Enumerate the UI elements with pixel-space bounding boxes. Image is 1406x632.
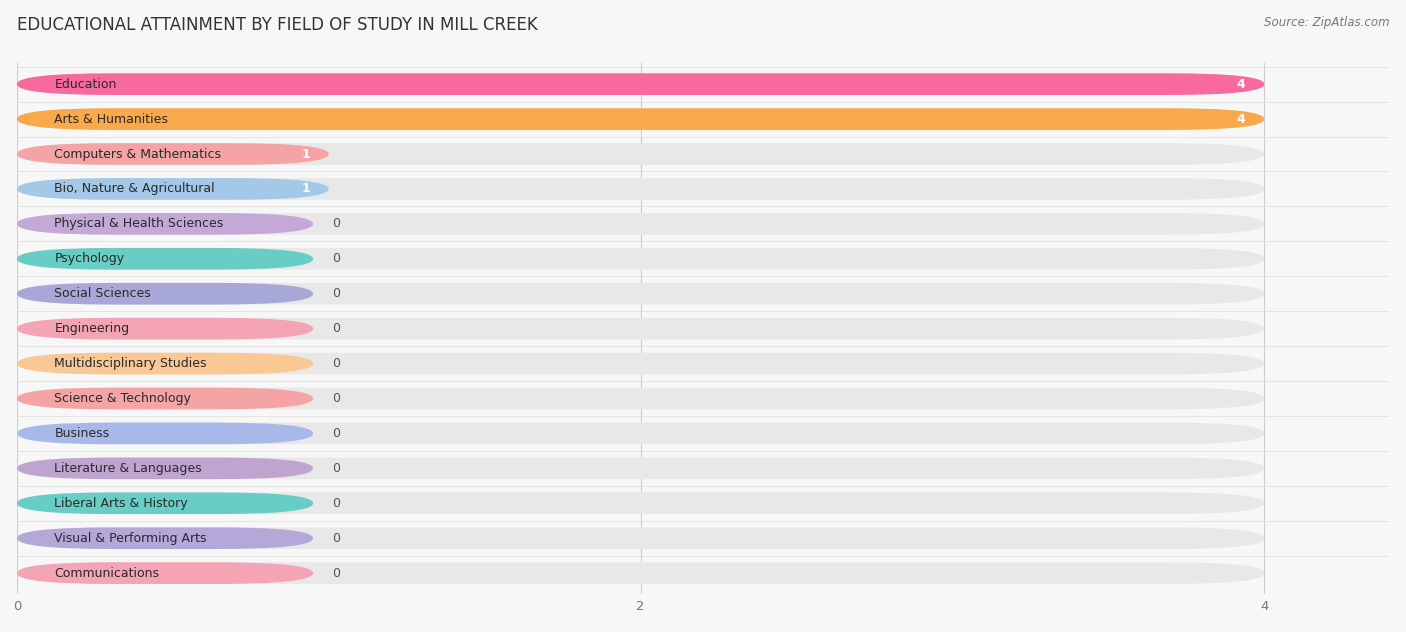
FancyBboxPatch shape: [17, 283, 314, 305]
FancyBboxPatch shape: [17, 143, 1264, 165]
Text: Bio, Nature & Agricultural: Bio, Nature & Agricultural: [55, 183, 215, 195]
Text: Communications: Communications: [55, 567, 159, 580]
FancyBboxPatch shape: [17, 562, 1264, 584]
Text: EDUCATIONAL ATTAINMENT BY FIELD OF STUDY IN MILL CREEK: EDUCATIONAL ATTAINMENT BY FIELD OF STUDY…: [17, 16, 537, 33]
Text: 1: 1: [301, 147, 311, 161]
Text: 0: 0: [332, 252, 340, 265]
Text: 0: 0: [332, 287, 340, 300]
FancyBboxPatch shape: [17, 492, 1264, 514]
Text: Education: Education: [55, 78, 117, 90]
FancyBboxPatch shape: [17, 527, 1264, 549]
Text: Social Sciences: Social Sciences: [55, 287, 150, 300]
FancyBboxPatch shape: [17, 423, 314, 444]
Text: Visual & Performing Arts: Visual & Performing Arts: [55, 532, 207, 545]
Text: Physical & Health Sciences: Physical & Health Sciences: [55, 217, 224, 230]
Text: Arts & Humanities: Arts & Humanities: [55, 112, 169, 126]
Text: 0: 0: [332, 217, 340, 230]
Text: Psychology: Psychology: [55, 252, 124, 265]
FancyBboxPatch shape: [17, 387, 314, 410]
FancyBboxPatch shape: [17, 178, 1264, 200]
Text: Computers & Mathematics: Computers & Mathematics: [55, 147, 221, 161]
FancyBboxPatch shape: [17, 248, 1264, 270]
Text: 0: 0: [332, 322, 340, 335]
Text: Multidisciplinary Studies: Multidisciplinary Studies: [55, 357, 207, 370]
FancyBboxPatch shape: [17, 143, 329, 165]
FancyBboxPatch shape: [17, 458, 314, 479]
Text: 4: 4: [1237, 112, 1246, 126]
FancyBboxPatch shape: [17, 492, 314, 514]
FancyBboxPatch shape: [17, 248, 314, 270]
FancyBboxPatch shape: [17, 318, 1264, 339]
FancyBboxPatch shape: [17, 353, 1264, 374]
FancyBboxPatch shape: [17, 73, 1264, 95]
Text: Literature & Languages: Literature & Languages: [55, 462, 202, 475]
Text: Science & Technology: Science & Technology: [55, 392, 191, 405]
Text: Source: ZipAtlas.com: Source: ZipAtlas.com: [1264, 16, 1389, 29]
FancyBboxPatch shape: [17, 178, 329, 200]
FancyBboxPatch shape: [17, 458, 1264, 479]
FancyBboxPatch shape: [17, 318, 314, 339]
Text: 0: 0: [332, 462, 340, 475]
Text: 4: 4: [1237, 78, 1246, 90]
Text: 0: 0: [332, 497, 340, 510]
FancyBboxPatch shape: [17, 213, 1264, 234]
FancyBboxPatch shape: [17, 423, 1264, 444]
Text: 0: 0: [332, 567, 340, 580]
Text: 0: 0: [332, 357, 340, 370]
FancyBboxPatch shape: [17, 527, 314, 549]
Text: 0: 0: [332, 392, 340, 405]
Text: Business: Business: [55, 427, 110, 440]
FancyBboxPatch shape: [17, 73, 1264, 95]
FancyBboxPatch shape: [17, 353, 314, 374]
FancyBboxPatch shape: [17, 108, 1264, 130]
FancyBboxPatch shape: [17, 387, 1264, 410]
Text: 0: 0: [332, 532, 340, 545]
FancyBboxPatch shape: [17, 283, 1264, 305]
Text: Liberal Arts & History: Liberal Arts & History: [55, 497, 188, 510]
Text: 0: 0: [332, 427, 340, 440]
FancyBboxPatch shape: [17, 213, 314, 234]
Text: Engineering: Engineering: [55, 322, 129, 335]
FancyBboxPatch shape: [17, 562, 314, 584]
FancyBboxPatch shape: [17, 108, 1264, 130]
Text: 1: 1: [301, 183, 311, 195]
